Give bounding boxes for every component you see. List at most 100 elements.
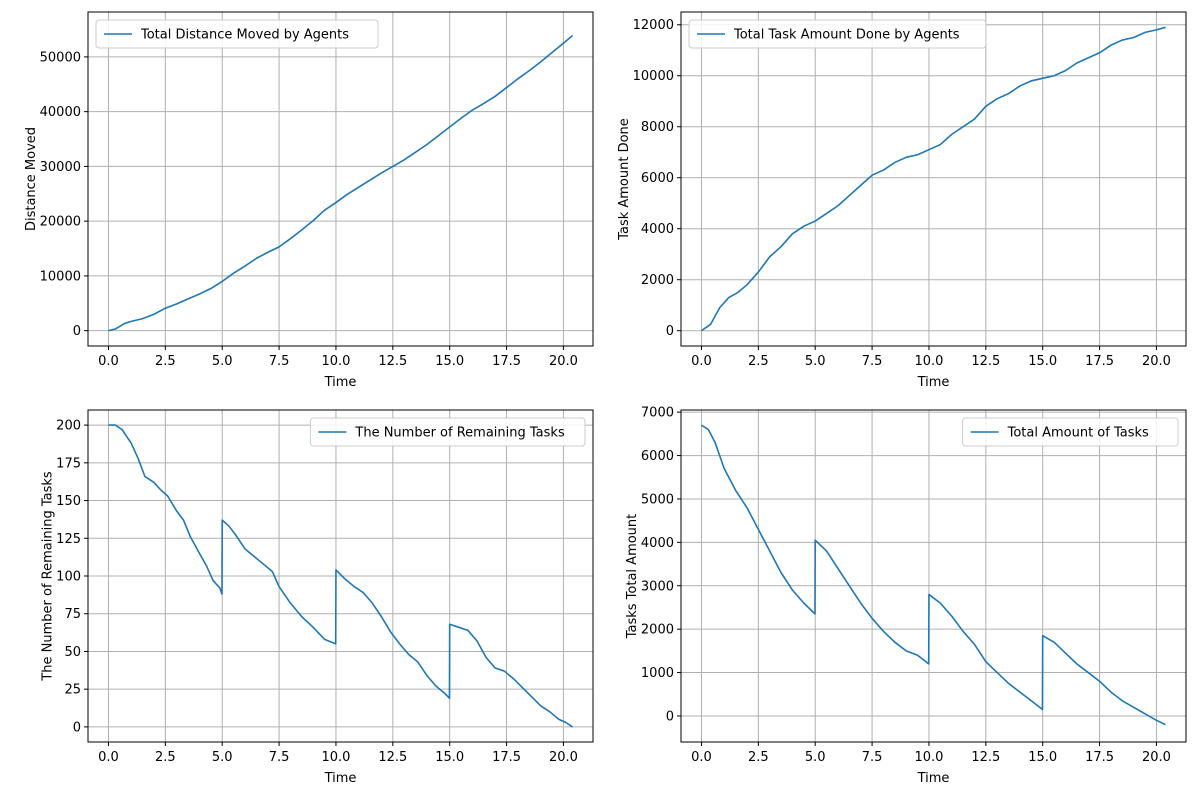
x-tick-label: 12.5 [971,750,1000,765]
x-tick-label: 12.5 [378,354,407,369]
legend: Total Amount of Tasks [962,417,1179,447]
y-tick-label: 25 [64,683,81,698]
x-tick-label: 7.5 [269,354,290,369]
x-tick-label: 17.5 [1085,750,1114,765]
x-tick-label: 10.0 [914,354,943,369]
x-tick-label: 5.0 [212,354,233,369]
y-tick-label: 12000 [633,18,674,33]
y-axis-label: Distance Moved [24,127,39,231]
y-tick-label: 2000 [641,273,674,288]
x-tick-label: 10.0 [321,354,350,369]
x-tick-label: 20.0 [549,354,578,369]
y-tick-label: 0 [666,324,674,339]
legend-label: Total Distance Moved by Agents [140,28,349,43]
x-tick-label: 5.0 [212,750,233,765]
subplot-2: 0.0 2.5 5.0 7.5 10.0 12.5 15.0 17.5 20.0 0 2000 400… [617,11,1187,390]
y-tick-label: 10000 [633,69,674,84]
series-line [108,34,574,332]
x-axis-label: Time [324,771,357,786]
x-tick-label: 17.5 [492,354,521,369]
y-tick-label: 50000 [40,50,81,65]
series-line [701,424,1166,726]
x-tick-label: 7.5 [269,750,290,765]
axes-frame [87,409,594,743]
x-tick-label: 20.0 [1142,750,1171,765]
x-tick-label: 5.0 [805,750,826,765]
y-tick-label: 6000 [641,449,674,464]
y-tick-label: 1000 [641,666,674,681]
x-tick-label: 15.0 [435,750,464,765]
x-axis-label: Time [917,771,950,786]
x-tick-label: 10.0 [321,750,350,765]
x-tick-label: 2.5 [155,354,176,369]
x-tick-label: 20.0 [1142,354,1171,369]
legend-label: Total Amount of Tasks [1007,426,1149,441]
legend-label: Total Task Amount Done by Agents [733,28,960,43]
y-tick-label: 75 [64,607,81,622]
y-tick-label: 20000 [40,215,81,230]
y-tick-label: 3000 [641,579,674,594]
subplot-3: 0.0 2.5 5.0 7.5 10.0 12.5 15.0 17.5 20.0 0 25 50 75 1… [40,409,594,786]
subplot-1: 0.0 2.5 5.0 7.5 10.0 12.5 15.0 17.5 20.0 0 10000 20… [24,11,594,390]
series-line [108,424,573,728]
axes-frame [680,11,1187,347]
y-axis-label: The Number of Remaining Tasks [40,471,55,682]
y-tick-label: 150 [56,494,81,509]
legend-label: The Number of Remaining Tasks [354,426,565,441]
legend: The Number of Remaining Tasks [309,417,586,447]
y-tick-label: 175 [56,456,81,471]
x-tick-label: 15.0 [435,354,464,369]
y-tick-label: 4000 [641,222,674,237]
legend: Total Task Amount Done by Agents [688,19,987,49]
y-tick-label: 2000 [641,623,674,638]
x-tick-label: 15.0 [1028,354,1057,369]
y-tick-label: 40000 [40,105,81,120]
x-tick-label: 7.5 [862,354,883,369]
x-tick-label: 2.5 [155,750,176,765]
x-tick-label: 20.0 [549,750,578,765]
y-tick-label: 125 [56,532,81,547]
axes-frame [87,11,594,347]
x-tick-label: 12.5 [971,354,1000,369]
y-tick-label: 200 [56,419,81,434]
x-tick-label: 5.0 [805,354,826,369]
y-tick-label: 0 [666,709,674,724]
legend-box [309,417,586,447]
y-tick-label: 10000 [40,269,81,284]
legend-box [962,417,1179,447]
x-tick-label: 2.5 [748,354,769,369]
x-tick-label: 0.0 [98,354,119,369]
subplots: 0.0 2.5 5.0 7.5 10.0 12.5 15.0 17.5 20.001000020… [24,11,1187,786]
series-line [701,26,1166,332]
y-tick-label: 0 [73,720,81,735]
y-tick-label: 4000 [641,536,674,551]
y-tick-label: 0 [73,324,81,339]
y-tick-label: 30000 [40,160,81,175]
subplot-4: 0.0 2.5 5.0 7.5 10.0 12.5 15.0 17.5 20.0 0 1000 200… [625,406,1187,786]
x-tick-label: 17.5 [492,750,521,765]
x-tick-label: 17.5 [1085,354,1114,369]
x-tick-label: 12.5 [378,750,407,765]
y-tick-label: 50 [64,645,81,660]
y-tick-label: 8000 [641,120,674,135]
y-tick-label: 5000 [641,492,674,507]
x-axis-label: Time [324,375,357,390]
x-axis-label: Time [917,375,950,390]
legend-box [95,19,379,49]
axes-frame [680,409,1187,743]
y-tick-label: 6000 [641,171,674,186]
legend: Total Distance Moved by Agents [95,19,379,49]
y-axis-label: Task Amount Done [617,118,632,241]
x-tick-label: 10.0 [914,750,943,765]
y-tick-label: 7000 [641,406,674,421]
x-tick-label: 0.0 [691,750,712,765]
x-tick-label: 2.5 [748,750,769,765]
x-tick-label: 15.0 [1028,750,1057,765]
y-axis-label: Tasks Total Amount [625,514,640,640]
x-tick-label: 0.0 [98,750,119,765]
x-tick-label: 7.5 [862,750,883,765]
y-tick-label: 100 [56,570,81,585]
x-tick-label: 0.0 [691,354,712,369]
